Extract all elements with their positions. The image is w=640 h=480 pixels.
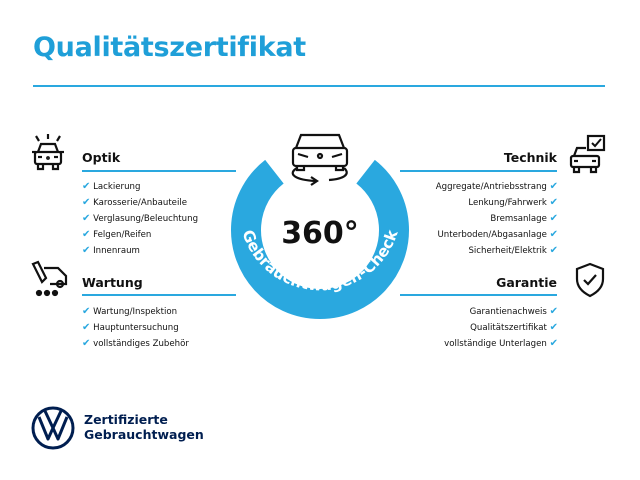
brand-text: Zertifizierte Gebrauchtwagen bbox=[84, 412, 204, 442]
list-item: Qualitätszertifikat ✔ bbox=[444, 320, 558, 336]
item-label: Felgen/Reifen bbox=[93, 230, 152, 240]
list-item: ✔ Karosserie/Anbauteile bbox=[82, 195, 198, 211]
item-label: Innenraum bbox=[93, 246, 140, 256]
check-icon: ✔ bbox=[82, 245, 91, 256]
list-item: Unterboden/Abgasanlage ✔ bbox=[436, 227, 559, 243]
list-item: ✔ Verglasung/Beleuchtung bbox=[82, 211, 198, 227]
check-icon: ✔ bbox=[82, 229, 91, 240]
item-label: Wartung/Inspektion bbox=[93, 307, 178, 317]
item-label: Aggregate/Antriebsstrang bbox=[435, 182, 547, 192]
list-item: ✔ Lackierung bbox=[82, 179, 198, 195]
check-icon: ✔ bbox=[82, 322, 91, 333]
check-icon: ✔ bbox=[549, 322, 558, 333]
page-title: Qualitätszertifikat bbox=[33, 32, 306, 63]
check-icon: ✔ bbox=[82, 338, 91, 349]
check-icon: ✔ bbox=[549, 229, 558, 240]
item-label: Lenkung/Fahrwerk bbox=[468, 198, 547, 208]
item-label: Verglasung/Beleuchtung bbox=[93, 214, 199, 224]
item-label: Garantienachweis bbox=[469, 307, 547, 317]
list-item: Aggregate/Antriebsstrang ✔ bbox=[436, 179, 558, 195]
item-label: vollständiges Zubehör bbox=[93, 339, 189, 349]
check-icon: ✔ bbox=[549, 306, 558, 317]
section-title-technik: Technik bbox=[503, 150, 557, 165]
technik-list: Aggregate/Antriebsstrang ✔ Lenkung/Fahrw… bbox=[436, 179, 558, 259]
wartung-list: ✔ Wartung/Inspektion ✔ Hauptuntersuchung… bbox=[82, 304, 189, 352]
check-icon: ✔ bbox=[549, 197, 558, 208]
item-label: Bremsanlage bbox=[490, 214, 547, 224]
car-lights-icon bbox=[32, 134, 64, 171]
divider bbox=[82, 170, 236, 172]
item-label: Karosserie/Anbauteile bbox=[93, 198, 188, 208]
list-item: ✔ vollständiges Zubehör bbox=[82, 336, 189, 352]
section-title-wartung: Wartung bbox=[82, 275, 143, 290]
list-item: Bremsanlage ✔ bbox=[436, 211, 558, 227]
title-divider bbox=[33, 85, 605, 87]
garantie-list: Garantienachweis ✔ Qualitätszertifikat ✔… bbox=[444, 304, 558, 352]
divider bbox=[400, 170, 557, 172]
brand-line2: Gebrauchtwagen bbox=[84, 427, 204, 442]
check-icon: ✔ bbox=[549, 338, 558, 349]
badge-ring bbox=[231, 159, 409, 319]
list-item: ✔ Hauptuntersuchung bbox=[82, 320, 189, 336]
check-icon: ✔ bbox=[82, 306, 91, 317]
item-label: Qualitätszertifikat bbox=[470, 323, 547, 333]
list-item: Garantienachweis ✔ bbox=[444, 304, 558, 320]
check-icon: ✔ bbox=[82, 213, 91, 224]
shield-check-icon bbox=[575, 262, 605, 298]
list-item: vollständige Unterlagen ✔ bbox=[444, 336, 558, 352]
vw-logo bbox=[31, 406, 75, 450]
list-item: Lenkung/Fahrwerk ✔ bbox=[436, 195, 558, 211]
check-icon: ✔ bbox=[549, 213, 558, 224]
optik-list: ✔ Lackierung ✔ Karosserie/Anbauteile ✔ V… bbox=[82, 179, 198, 259]
check-icon: ✔ bbox=[549, 245, 558, 256]
check-icon: ✔ bbox=[82, 181, 91, 192]
car-check-icon bbox=[569, 134, 606, 174]
list-item: ✔ Felgen/Reifen bbox=[82, 227, 198, 243]
divider bbox=[82, 294, 236, 296]
badge-value: 360° bbox=[281, 216, 359, 251]
item-label: vollständige Unterlagen bbox=[444, 339, 547, 349]
list-item: ✔ Innenraum bbox=[82, 243, 198, 259]
check-icon: ✔ bbox=[549, 181, 558, 192]
item-label: Sicherheit/Elektrik bbox=[468, 246, 547, 256]
section-title-optik: Optik bbox=[82, 150, 121, 165]
list-item: Sicherheit/Elektrik ✔ bbox=[436, 243, 558, 259]
brand-line1: Zertifizierte bbox=[84, 412, 168, 427]
section-title-garantie: Garantie bbox=[496, 275, 557, 290]
list-item: ✔ Wartung/Inspektion bbox=[82, 304, 189, 320]
divider bbox=[400, 294, 557, 296]
service-van-icon bbox=[31, 260, 68, 297]
item-label: Unterboden/Abgasanlage bbox=[437, 230, 547, 240]
item-label: Lackierung bbox=[93, 182, 141, 192]
item-label: Hauptuntersuchung bbox=[93, 323, 179, 333]
check-icon: ✔ bbox=[82, 197, 91, 208]
car-rotate-icon bbox=[291, 133, 349, 186]
